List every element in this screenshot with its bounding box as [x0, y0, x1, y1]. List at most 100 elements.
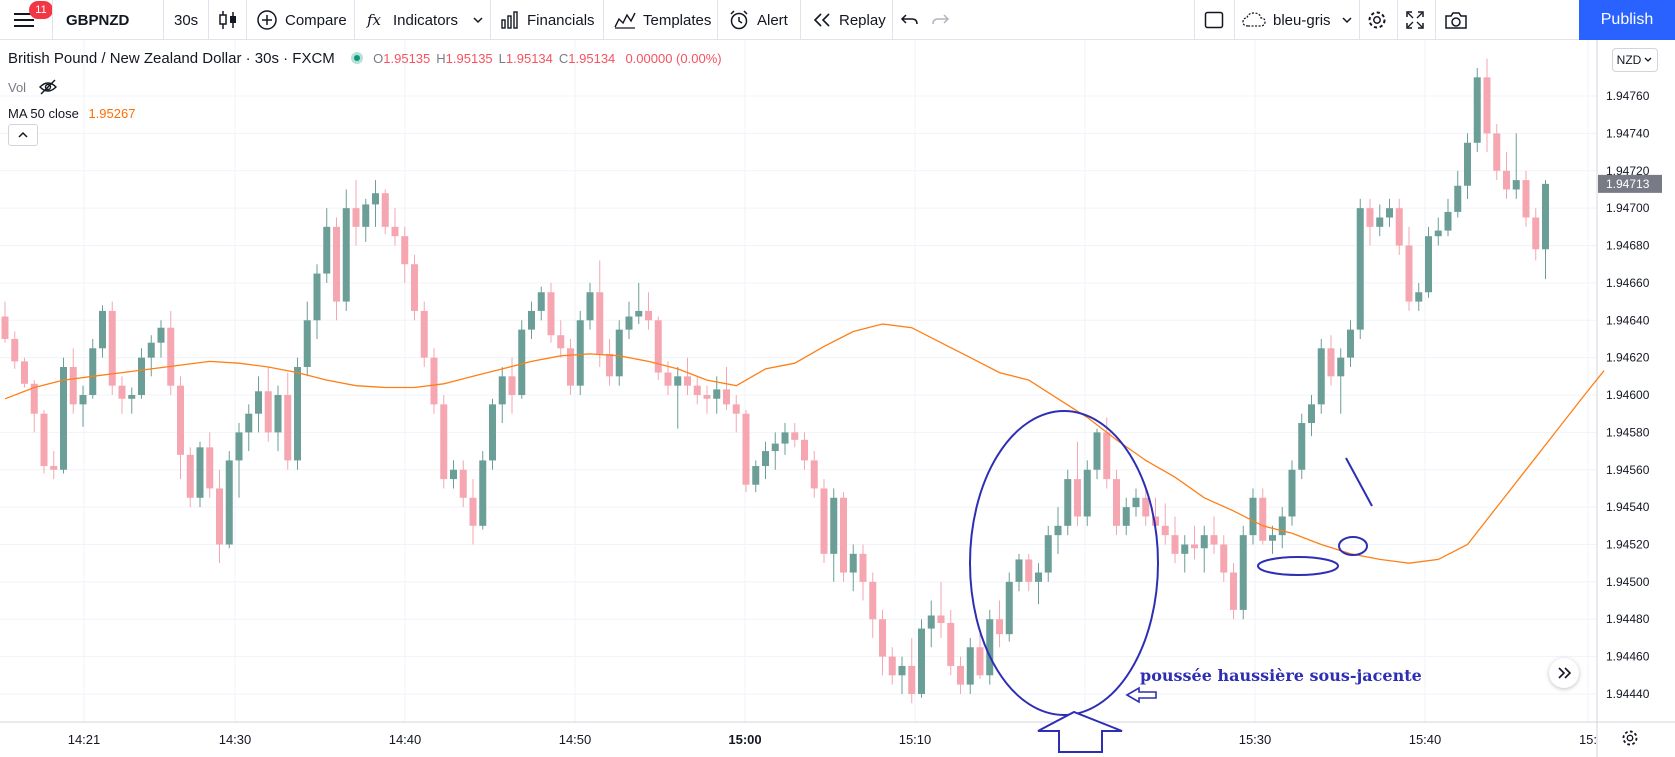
indicators-button[interactable]: ƒx Indicators [366, 0, 458, 40]
candle-body [147, 342, 155, 358]
candle-body [108, 310, 116, 386]
undo-button[interactable] [900, 0, 920, 40]
templates-button[interactable]: Templates [614, 0, 711, 40]
indicators-dropdown[interactable] [472, 0, 484, 40]
candle-body [206, 447, 214, 489]
candle [60, 357, 67, 474]
snapshot-button[interactable] [1444, 0, 1468, 40]
candle [820, 479, 828, 564]
compare-button[interactable]: Compare [256, 0, 347, 40]
time-tick-label: 14:50 [559, 732, 592, 747]
price-axis-labels: 1.94760 1.94740 1.94720 1.94700 1.94680 1.946… [1606, 89, 1650, 701]
candle [1015, 553, 1023, 592]
camera-icon [1445, 12, 1467, 29]
hide-volume-button[interactable] [38, 79, 58, 95]
candle-body [216, 488, 223, 545]
candle [869, 572, 877, 638]
candle [11, 331, 19, 369]
candle-body [1142, 497, 1150, 517]
candle-body [1483, 77, 1491, 134]
candle-body [947, 622, 955, 666]
candle-body [498, 376, 506, 405]
candle-body [99, 310, 106, 349]
replay-button[interactable]: Replay [812, 0, 886, 40]
candle [1337, 348, 1345, 414]
candle [294, 357, 301, 470]
candle [1122, 497, 1130, 536]
financials-button[interactable]: Financials [500, 0, 595, 40]
chart-type-button[interactable] [218, 0, 238, 40]
annotation-text: poussée haussière sous-jacente [1140, 666, 1422, 685]
candle [138, 348, 145, 399]
templates-icon [614, 12, 636, 29]
candle-body [664, 372, 672, 386]
top-toolbar: 11 GBPNZD 30s Compare ƒx Indicators Fina… [0, 0, 1675, 40]
financials-label: Financials [527, 11, 595, 29]
candle [1005, 572, 1013, 642]
square-icon [1204, 11, 1224, 29]
candle [1210, 516, 1218, 554]
candle [1308, 395, 1315, 437]
candle-body [1512, 180, 1520, 190]
price-tick-label: 1.94760 [1606, 89, 1650, 103]
redo-button[interactable] [930, 0, 950, 40]
axis-settings-button[interactable] [1620, 728, 1640, 753]
candle-body [888, 656, 896, 676]
candle-body [1025, 559, 1033, 582]
ohlc-key: O [373, 51, 384, 66]
candle-body [1249, 497, 1257, 536]
candle [235, 423, 243, 498]
alert-button[interactable]: Alert [728, 0, 788, 40]
candle-body [245, 413, 253, 433]
candle [50, 451, 58, 480]
settings-button[interactable] [1366, 0, 1388, 40]
indicators-label: Indicators [393, 11, 459, 29]
candle [528, 301, 535, 339]
symbol-title[interactable]: British Pound / New Zealand Dollar · 30s… [8, 50, 335, 67]
candle [1434, 217, 1442, 246]
candle [1083, 460, 1091, 526]
collapse-legend-button[interactable] [8, 124, 38, 146]
main-menu-button[interactable] [14, 0, 36, 40]
candle [225, 451, 233, 549]
publish-button[interactable]: Publish [1579, 0, 1675, 40]
svg-text:ƒx: ƒx [366, 11, 382, 29]
scroll-to-realtime-button[interactable] [1549, 658, 1579, 688]
interval-button[interactable]: 30s [174, 11, 199, 29]
candle-body [810, 460, 818, 489]
price-chart[interactable]: 1.94760 1.94740 1.94720 1.94700 1.94680 1.946… [0, 40, 1675, 757]
candle-body [1015, 559, 1023, 582]
fullscreen-button[interactable] [1405, 0, 1425, 40]
candle-body [908, 665, 916, 694]
candle [264, 366, 272, 442]
candle-body [323, 226, 331, 274]
volume-label: Vol [8, 79, 27, 95]
candle [1259, 488, 1267, 545]
candle [1142, 488, 1150, 526]
layout-name-button[interactable]: bleu-gris [1242, 0, 1353, 40]
candle-body [703, 395, 711, 399]
currency-selector[interactable]: NZD [1612, 48, 1658, 72]
candle-body [60, 366, 67, 470]
candle [440, 395, 448, 489]
candle [518, 320, 526, 399]
candle-body [352, 208, 360, 227]
time-tick-label: 15:30 [1239, 732, 1272, 747]
market-status-dot [350, 52, 363, 64]
candle-body [713, 389, 721, 399]
candle [996, 600, 1003, 648]
candle [1366, 198, 1374, 246]
candle-body [1522, 180, 1530, 218]
candle [752, 460, 760, 493]
ma-legend[interactable]: MA 50 close 1.95267 [8, 106, 135, 121]
chevron-down-icon [1644, 57, 1652, 62]
symbol-search-button[interactable]: GBPNZD [66, 11, 130, 29]
menu-icon [14, 13, 34, 27]
candle-body [596, 292, 604, 354]
candle [635, 282, 643, 325]
select-layout-button[interactable] [1204, 0, 1224, 40]
candle [40, 409, 48, 474]
candle [147, 335, 155, 377]
annotation-tiny-ellipse [1338, 536, 1368, 556]
candle [157, 320, 165, 358]
